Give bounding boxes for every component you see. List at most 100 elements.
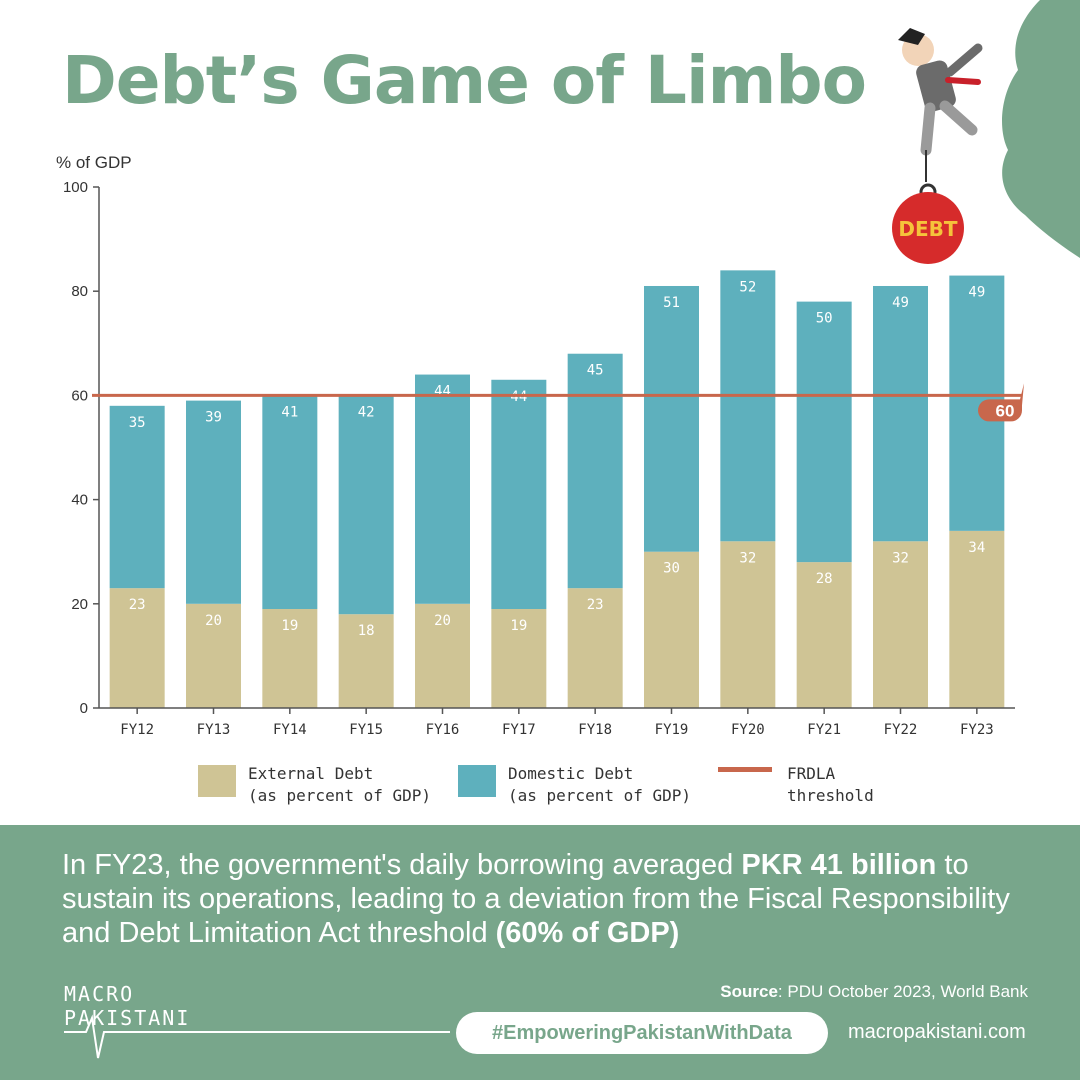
bar-domestic — [415, 374, 470, 604]
data-label: 28 — [816, 571, 833, 587]
cliff-shape — [1002, 0, 1080, 258]
climber-illustration: DEBT — [892, 0, 1080, 264]
x-tick-label: FY21 — [807, 722, 841, 738]
footer-headline: In FY23, the government's daily borrowin… — [62, 848, 1022, 950]
debt-weight-icon: DEBT — [892, 183, 964, 264]
brand-logo: MACRO PAKISTANI — [64, 982, 190, 1030]
x-tick-label: FY18 — [578, 722, 612, 738]
bar-domestic — [720, 270, 776, 542]
data-label: 51 — [663, 295, 680, 311]
headline-part-1: In FY23, the government's daily borrowin… — [62, 849, 742, 881]
x-tick-label: FY17 — [502, 722, 536, 738]
x-axis-ticks: FY12 FY13 FY14 FY15 FY16 FY17 FY18 FY19 FY20 FY21… — [120, 708, 994, 738]
data-label: 45 — [587, 363, 604, 379]
legend-external-sub: (as percent of GDP) — [248, 786, 432, 805]
data-label: 35 — [129, 415, 146, 431]
bar-external — [262, 609, 318, 708]
person-icon — [898, 28, 983, 182]
threshold-badge: 60 — [978, 383, 1024, 422]
headline-highlight-amount: PKR 41 billion — [741, 849, 937, 881]
y-tick-label: 20 — [71, 596, 88, 613]
y-axis-ticks: 0 20 40 60 80 100 — [63, 179, 99, 717]
y-tick-label: 0 — [80, 700, 88, 717]
source-label: Source — [720, 982, 778, 1001]
bar-external — [109, 588, 165, 708]
legend-threshold-sub: threshold — [787, 786, 874, 805]
bar-external — [873, 541, 928, 708]
data-label: 49 — [892, 295, 909, 311]
logo-line-2: PAKISTANI — [64, 1006, 191, 1030]
data-label: 44 — [434, 384, 451, 400]
y-tick-label: 100 — [63, 179, 88, 196]
data-label: 19 — [510, 618, 527, 634]
bar-external — [491, 609, 547, 708]
data-label: 20 — [434, 613, 451, 629]
data-label: 23 — [129, 597, 146, 613]
data-label: 50 — [816, 311, 833, 327]
data-label: 30 — [663, 561, 680, 577]
debt-weight-label: DEBT — [898, 217, 958, 241]
bar-external — [949, 530, 1005, 708]
x-tick-label: FY20 — [731, 722, 765, 738]
data-label: 42 — [358, 404, 375, 420]
threshold-value-label: 60 — [996, 401, 1015, 420]
data-label: 32 — [892, 550, 909, 566]
bar-domestic — [186, 400, 241, 604]
headline-part-2: to sustain its operations, leading to a … — [62, 849, 1010, 949]
data-label: 32 — [739, 550, 756, 566]
legend-label-threshold: FRDLA threshold — [787, 763, 874, 807]
bar-external — [186, 603, 241, 708]
bar-external — [720, 541, 776, 708]
hashtag-pill: #EmpoweringPakistanWithData — [456, 1012, 828, 1054]
data-label: 20 — [205, 613, 222, 629]
data-label: 39 — [205, 410, 222, 426]
bars: 2335203919411842204419442345305132522850… — [109, 270, 1005, 708]
legend-swatch-external — [198, 765, 236, 797]
bar-domestic — [109, 405, 165, 589]
legend-threshold-name: FRDLA — [787, 764, 836, 783]
chart-title: Debt’s Game of Limbo — [62, 42, 867, 119]
y-tick-label: 80 — [71, 283, 88, 300]
legend-label-external: External Debt (as percent of GDP) — [248, 763, 431, 807]
bar-external — [644, 551, 699, 708]
bar-external — [338, 614, 394, 708]
data-label: 52 — [739, 279, 756, 295]
bar-domestic — [873, 285, 928, 542]
bar-domestic — [644, 285, 699, 552]
data-label: 41 — [281, 404, 298, 420]
bar-domestic — [796, 301, 852, 563]
bar-domestic — [338, 395, 394, 615]
data-label: 23 — [587, 597, 604, 613]
x-tick-label: FY15 — [349, 722, 383, 738]
source-text: : PDU October 2023, World Bank — [777, 982, 1028, 1001]
data-label: 19 — [281, 618, 298, 634]
legend-domestic-name: Domestic Debt — [508, 764, 634, 783]
x-tick-label: FY16 — [426, 722, 460, 738]
x-tick-label: FY12 — [120, 722, 154, 738]
bar-external — [567, 588, 623, 708]
legend-domestic-sub: (as percent of GDP) — [508, 786, 692, 805]
legend-swatch-threshold — [718, 767, 772, 772]
website-link[interactable]: macropakistani.com — [848, 1021, 1026, 1043]
bar-external — [796, 562, 852, 708]
data-label: 34 — [968, 540, 985, 556]
legend-external-name: External Debt — [248, 764, 374, 783]
bar-domestic — [262, 395, 318, 610]
headline-highlight-threshold: (60% of GDP) — [495, 917, 680, 949]
y-axis-label: % of GDP — [56, 153, 132, 172]
bar-domestic — [567, 353, 623, 589]
data-label: 49 — [968, 285, 985, 301]
legend-label-domestic: Domestic Debt (as percent of GDP) — [508, 763, 691, 807]
y-tick-label: 60 — [71, 387, 88, 404]
bar-domestic — [491, 379, 547, 610]
bar-external — [415, 603, 470, 708]
logo-line-1: MACRO — [64, 982, 135, 1006]
x-tick-label: FY13 — [197, 722, 231, 738]
legend-swatch-domestic — [458, 765, 496, 797]
data-label: 18 — [358, 623, 375, 639]
x-tick-label: FY22 — [884, 722, 918, 738]
x-tick-label: FY14 — [273, 722, 307, 738]
threshold-badge-shape — [978, 383, 1024, 422]
x-tick-label: FY19 — [655, 722, 689, 738]
source-note: Source: PDU October 2023, World Bank — [720, 982, 1028, 1002]
